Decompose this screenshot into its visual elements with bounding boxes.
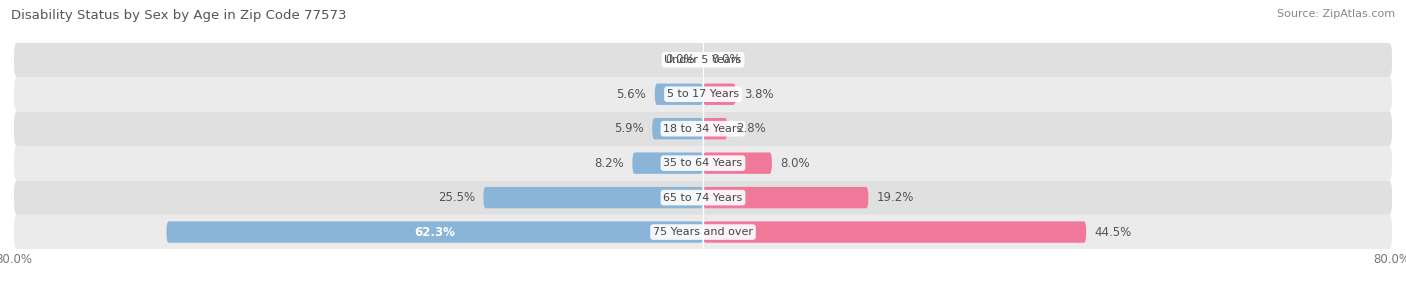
Text: 5 to 17 Years: 5 to 17 Years	[666, 89, 740, 99]
Text: 65 to 74 Years: 65 to 74 Years	[664, 193, 742, 202]
Text: 19.2%: 19.2%	[877, 191, 914, 204]
Text: 62.3%: 62.3%	[415, 226, 456, 239]
Text: 2.8%: 2.8%	[735, 122, 765, 135]
FancyBboxPatch shape	[703, 84, 735, 105]
FancyBboxPatch shape	[14, 146, 1392, 180]
FancyBboxPatch shape	[633, 153, 703, 174]
FancyBboxPatch shape	[14, 215, 1392, 249]
FancyBboxPatch shape	[14, 43, 1392, 77]
Text: Under 5 Years: Under 5 Years	[665, 55, 741, 65]
Text: 8.0%: 8.0%	[780, 157, 810, 170]
FancyBboxPatch shape	[652, 118, 703, 139]
FancyBboxPatch shape	[703, 118, 727, 139]
FancyBboxPatch shape	[166, 221, 703, 243]
Text: 25.5%: 25.5%	[437, 191, 475, 204]
Text: 35 to 64 Years: 35 to 64 Years	[664, 158, 742, 168]
Text: 44.5%: 44.5%	[1095, 226, 1132, 239]
Text: 0.0%: 0.0%	[711, 53, 741, 66]
Text: 75 Years and over: 75 Years and over	[652, 227, 754, 237]
FancyBboxPatch shape	[703, 221, 1087, 243]
Text: Source: ZipAtlas.com: Source: ZipAtlas.com	[1277, 9, 1395, 19]
FancyBboxPatch shape	[655, 84, 703, 105]
Text: Disability Status by Sex by Age in Zip Code 77573: Disability Status by Sex by Age in Zip C…	[11, 9, 347, 22]
FancyBboxPatch shape	[484, 187, 703, 208]
Text: 18 to 34 Years: 18 to 34 Years	[664, 124, 742, 134]
FancyBboxPatch shape	[14, 180, 1392, 215]
FancyBboxPatch shape	[14, 77, 1392, 112]
Text: 5.9%: 5.9%	[614, 122, 644, 135]
Text: 0.0%: 0.0%	[665, 53, 695, 66]
FancyBboxPatch shape	[703, 153, 772, 174]
Text: 5.6%: 5.6%	[616, 88, 647, 101]
Text: 3.8%: 3.8%	[744, 88, 773, 101]
FancyBboxPatch shape	[703, 187, 869, 208]
Text: 8.2%: 8.2%	[593, 157, 624, 170]
FancyBboxPatch shape	[14, 112, 1392, 146]
